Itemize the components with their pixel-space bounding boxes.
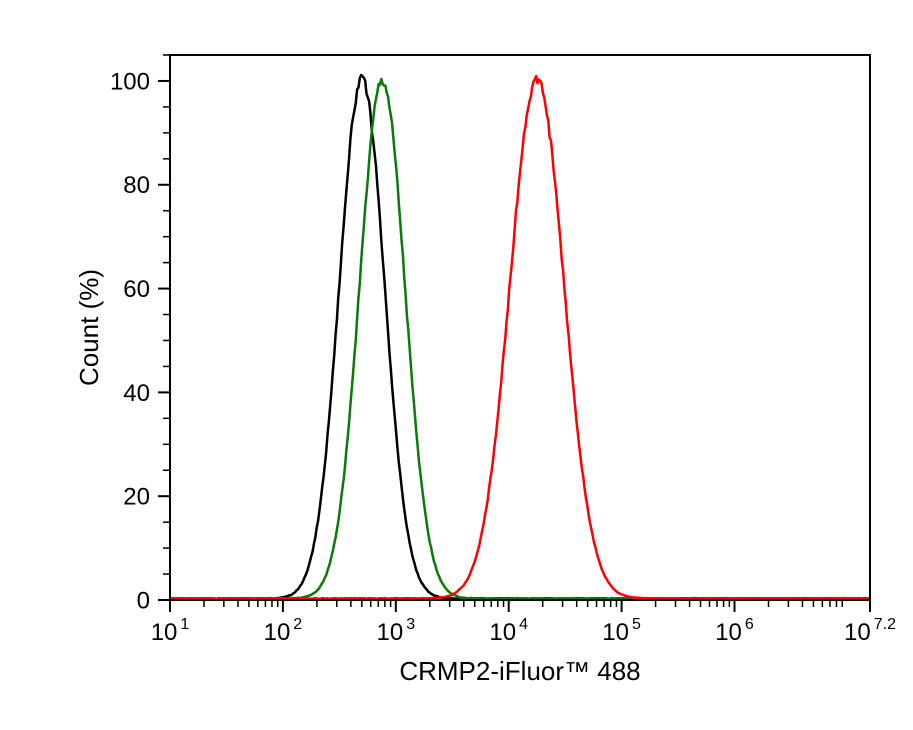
y-tick-label: 0 [137,587,150,614]
y-tick-label: 40 [123,380,150,407]
y-tick-label: 60 [123,276,150,303]
y-axis-label: Count (%) [74,269,104,386]
y-tick-label: 80 [123,172,150,199]
flow-cytometry-chart: 101102103104105106107.2CRMP2-iFluor™ 488… [0,0,913,730]
x-axis-label: CRMP2-iFluor™ 488 [399,656,640,686]
y-tick-label: 20 [123,484,150,511]
y-tick-label: 100 [110,68,150,95]
chart-svg: 101102103104105106107.2CRMP2-iFluor™ 488… [0,0,913,730]
